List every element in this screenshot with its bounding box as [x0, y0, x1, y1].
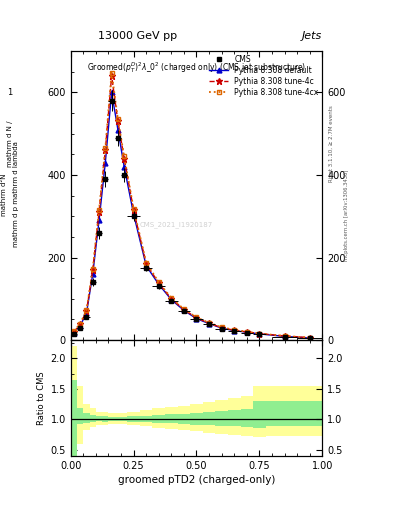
Bar: [115, 417, 121, 421]
Bar: [96, 412, 102, 425]
Text: 13000 GeV pp: 13000 GeV pp: [98, 31, 177, 41]
Bar: [297, 401, 322, 426]
Bar: [96, 416, 102, 421]
Bar: [83, 413, 90, 423]
Bar: [165, 407, 178, 429]
Bar: [253, 386, 266, 437]
Bar: [102, 416, 108, 421]
Bar: [127, 416, 140, 421]
Bar: [228, 410, 241, 426]
Legend: CMS, Pythia 8.308 default, Pythia 8.308 tune-4c, Pythia 8.308 tune-4cx: CMS, Pythia 8.308 default, Pythia 8.308 …: [208, 53, 320, 98]
Text: mathrm d N /: mathrm d N /: [7, 120, 13, 166]
Bar: [266, 401, 297, 426]
Bar: [165, 414, 178, 423]
Bar: [203, 412, 215, 425]
Bar: [152, 408, 165, 428]
Bar: [140, 410, 152, 426]
Bar: [71, 346, 77, 469]
Text: CMS_2021_I1920187: CMS_2021_I1920187: [140, 221, 213, 228]
Bar: [152, 415, 165, 423]
Text: Rivet 3.1.10, ≥ 2.7M events: Rivet 3.1.10, ≥ 2.7M events: [329, 105, 334, 182]
Bar: [90, 408, 96, 427]
Bar: [140, 416, 152, 422]
Bar: [90, 415, 96, 422]
Text: mathrm d p mathrm d lambda: mathrm d p mathrm d lambda: [13, 142, 19, 247]
X-axis label: groomed pTD2 (charged-only): groomed pTD2 (charged-only): [118, 475, 275, 485]
Bar: [228, 398, 241, 435]
Bar: [77, 408, 83, 424]
Bar: [190, 404, 203, 431]
Bar: [190, 413, 203, 424]
Bar: [241, 396, 253, 436]
Bar: [115, 413, 121, 424]
Bar: [77, 386, 83, 443]
Bar: [266, 386, 297, 436]
Bar: [108, 417, 115, 421]
Bar: [253, 401, 266, 428]
Text: 1: 1: [7, 88, 13, 97]
Bar: [203, 402, 215, 433]
Bar: [127, 412, 140, 425]
Y-axis label: Ratio to CMS: Ratio to CMS: [37, 371, 46, 425]
Bar: [83, 404, 90, 430]
Text: mathrm d²N: mathrm d²N: [1, 173, 7, 216]
Bar: [71, 380, 77, 459]
Bar: [121, 417, 127, 421]
Text: Jets: Jets: [302, 31, 322, 41]
Bar: [102, 412, 108, 425]
Bar: [121, 413, 127, 424]
Bar: [215, 411, 228, 426]
Bar: [297, 386, 322, 436]
Bar: [241, 410, 253, 427]
Bar: [215, 400, 228, 434]
Bar: [108, 413, 115, 424]
Text: mcplots.cern.ch [arXiv:1306.3436]: mcplots.cern.ch [arXiv:1306.3436]: [344, 169, 349, 261]
Bar: [178, 414, 190, 424]
Bar: [178, 406, 190, 430]
Text: Groomed$(p_T^D)^2\lambda\_0^2$ (charged only) (CMS jet substructure): Groomed$(p_T^D)^2\lambda\_0^2$ (charged …: [87, 60, 306, 75]
